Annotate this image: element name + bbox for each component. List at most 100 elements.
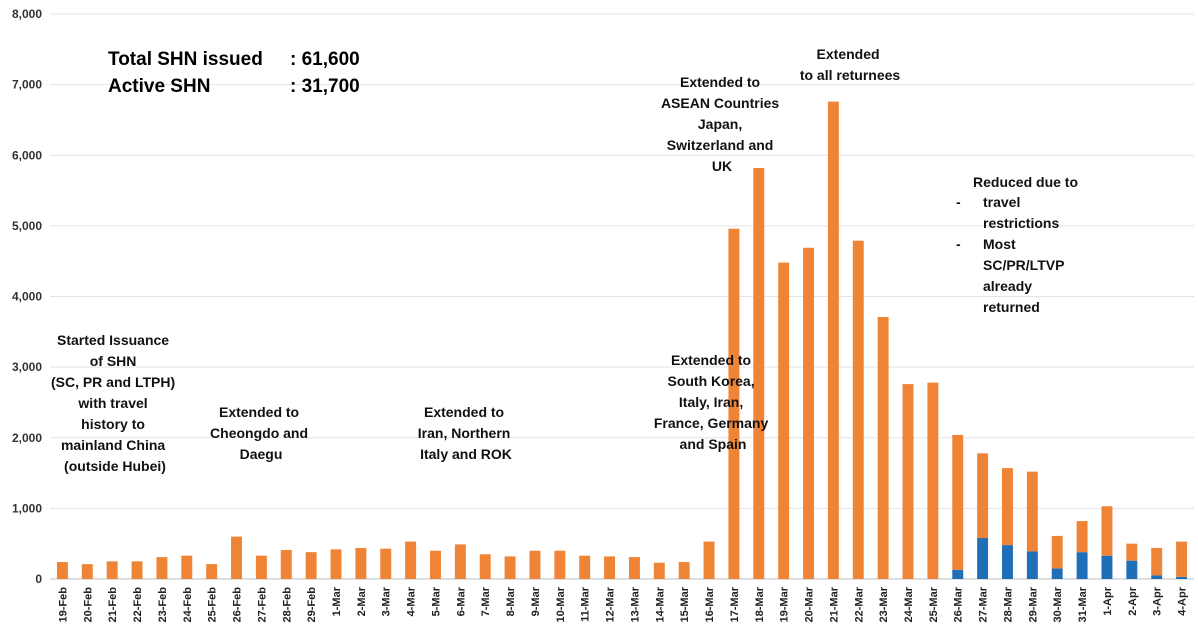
bar-issued-segment <box>454 544 466 579</box>
bar-active-segment <box>1002 545 1013 579</box>
bar-issued-segment <box>206 564 218 579</box>
x-tick-label: 1-Mar <box>331 586 343 616</box>
bar-issued-segment <box>803 247 814 580</box>
x-tick-label: 22-Feb <box>132 587 144 623</box>
x-tick-label: 24-Mar <box>903 586 915 622</box>
x-tick-label: 26-Feb <box>232 587 244 623</box>
bar-issued-segment <box>778 262 790 579</box>
bar-issued-segment <box>479 554 491 579</box>
x-tick-label: 24-Feb <box>182 587 194 623</box>
bar-issued-segment <box>355 547 367 579</box>
x-axis: 19-Feb 20-Feb 21-Feb 22-Feb 23-Feb 24-Feb 25-F… <box>57 586 1188 622</box>
x-tick-label: 21-Feb <box>107 587 119 623</box>
bar-active-segment <box>952 569 964 579</box>
bar-issued-segment <box>1002 468 1013 546</box>
note-reduced-bullet-1: - <box>956 194 961 210</box>
bar-issued-segment <box>1026 471 1038 552</box>
x-tick-label: 29-Mar <box>1027 586 1039 622</box>
bar-issued-segment <box>977 453 989 539</box>
x-tick-label: 28-Feb <box>281 587 293 623</box>
bar-issued-segment <box>380 548 392 579</box>
y-tick-label: 5,000 <box>12 219 42 233</box>
x-tick-label: 7-Mar <box>480 586 492 616</box>
note-iran-italy-rok: Extended to Iran, Northern Italy and ROK <box>418 404 514 462</box>
x-tick-label: 17-Mar <box>729 586 741 622</box>
y-tick-label: 2,000 <box>12 431 42 445</box>
bar-issued-segment <box>927 382 939 579</box>
x-tick-label: 15-Mar <box>679 586 691 622</box>
bar-issued-segment <box>579 555 591 579</box>
x-tick-label: 11-Mar <box>580 586 592 622</box>
note-korea-europe: Extended to South Korea, Italy, Iran, Fr… <box>654 352 772 452</box>
annotations: Total SHN issued : 61,600 Active SHN : 3… <box>51 46 1078 474</box>
bar-issued-segment <box>131 561 143 579</box>
x-tick-label: 9-Mar <box>530 586 542 616</box>
gridlines <box>50 13 1194 580</box>
note-reduced-item-1: travel restrictions <box>983 194 1059 231</box>
bar-issued-segment <box>877 316 889 579</box>
x-tick-label: 22-Mar <box>853 586 865 622</box>
y-tick-label: 8,000 <box>12 7 42 21</box>
bar-active-segment <box>1151 575 1163 579</box>
bar-issued-segment <box>56 562 68 579</box>
note-reduced-item-2: Most SC/PR/LTVP already returned <box>983 236 1068 315</box>
bar-issued-segment <box>604 556 616 579</box>
bar-issued-segment <box>1101 506 1113 556</box>
bar-active-segment <box>1126 560 1138 579</box>
summary-total-label: Total SHN issued <box>108 49 263 70</box>
bar-issued-segment <box>1126 543 1138 561</box>
bar-issued-segment <box>827 101 839 579</box>
x-tick-label: 2-Mar <box>356 586 368 616</box>
bar-active-segment <box>1176 576 1188 579</box>
x-tick-label: 10-Mar <box>555 586 567 622</box>
x-tick-label: 4-Mar <box>406 586 418 616</box>
x-tick-label: 26-Mar <box>953 586 965 622</box>
x-tick-label: 23-Feb <box>157 587 169 623</box>
x-tick-label: 13-Mar <box>629 586 641 622</box>
x-tick-label: 18-Mar <box>754 586 766 622</box>
bar-active-segment <box>1076 552 1088 579</box>
x-tick-label: 25-Feb <box>207 587 219 623</box>
bar-active-segment <box>977 538 989 579</box>
bar-issued-segment <box>430 550 441 579</box>
x-tick-label: 16-Mar <box>704 586 716 622</box>
summary-total-value: : 61,600 <box>290 49 360 70</box>
x-tick-label: 6-Mar <box>455 586 467 616</box>
bar-issued-segment <box>678 562 690 579</box>
x-tick-label: 20-Feb <box>82 587 94 623</box>
y-tick-label: 6,000 <box>12 148 42 162</box>
bar-issued-segment <box>529 550 541 579</box>
note-reduced-bullet-2: - <box>956 236 961 252</box>
bar-active-segment <box>1101 555 1113 579</box>
x-tick-label: 30-Mar <box>1052 586 1064 622</box>
bar-issued-segment <box>952 434 964 570</box>
note-asean: Extended to ASEAN Countries Japan, Switz… <box>661 74 783 174</box>
bar-issued-segment <box>305 552 317 579</box>
bar-issued-segment <box>504 556 516 579</box>
bar-active-segment <box>1051 568 1063 579</box>
x-tick-label: 8-Mar <box>505 586 517 616</box>
y-tick-label: 7,000 <box>12 78 42 92</box>
x-tick-label: 20-Mar <box>804 586 816 622</box>
x-tick-label: 27-Mar <box>978 586 990 622</box>
bar-issued-segment <box>156 557 168 579</box>
bar-issued-segment <box>231 536 242 579</box>
x-tick-label: 3-Mar <box>381 586 393 616</box>
x-tick-label: 3-Apr <box>1152 586 1164 615</box>
bar-issued-segment <box>703 541 715 579</box>
note-all-returnees: Extended to all returnees <box>800 46 901 83</box>
y-axis: 0 1,000 2,000 3,000 4,000 5,000 6,000 7,000 8,00… <box>12 7 42 586</box>
x-tick-label: 23-Mar <box>878 586 890 622</box>
x-tick-label: 5-Mar <box>430 586 442 616</box>
bar-issued-segment <box>280 550 292 579</box>
bar-issued-segment <box>255 555 267 579</box>
bars <box>56 101 1188 580</box>
bar-issued-segment <box>653 562 665 579</box>
y-tick-label: 1,000 <box>12 501 42 515</box>
bar-issued-segment <box>81 564 93 579</box>
x-tick-label: 2-Apr <box>1127 586 1139 615</box>
bar-issued-segment <box>628 557 640 579</box>
note-cheongdo-daegu: Extended to Cheongdo and Daegu <box>210 404 312 462</box>
x-tick-label: 27-Feb <box>256 587 268 623</box>
